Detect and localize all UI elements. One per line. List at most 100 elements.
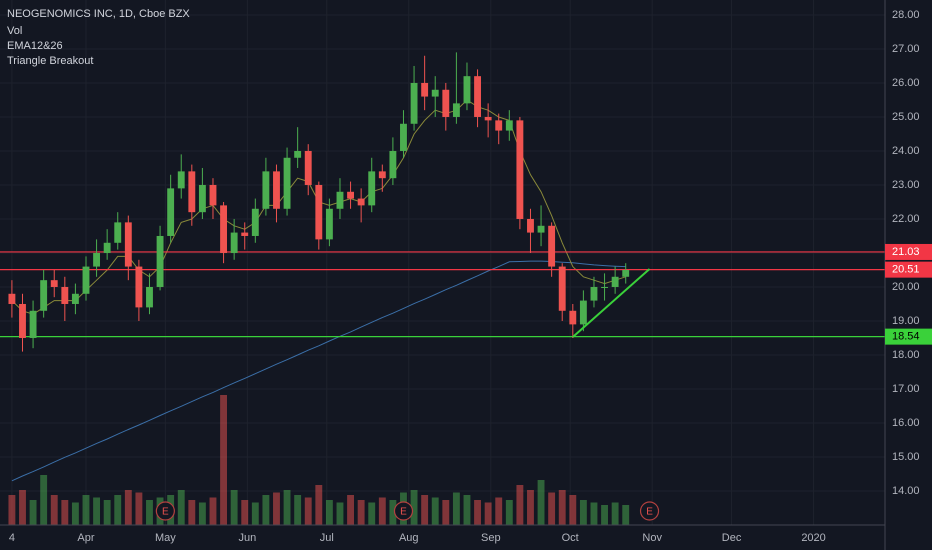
y-tick-label: 22.00 <box>892 213 920 225</box>
volume-bar <box>495 497 503 525</box>
candle-body <box>273 171 280 209</box>
volume-bar <box>71 502 79 525</box>
candle-body <box>474 76 481 117</box>
candle-body <box>19 303 26 338</box>
candle-body <box>103 242 111 253</box>
axes: 14.0015.0016.0017.0018.0019.0020.0021.00… <box>9 9 932 544</box>
candle-body <box>347 191 354 199</box>
volume-bar <box>579 500 587 525</box>
candle-body <box>209 184 217 206</box>
volume-bar <box>220 395 228 525</box>
volume-bar <box>230 490 238 525</box>
candle-body <box>93 252 101 267</box>
x-tick-label: May <box>155 532 176 544</box>
volume-bar <box>294 495 302 525</box>
earnings-label: E <box>646 507 653 518</box>
volume-bar <box>103 500 111 525</box>
volume-bar <box>537 480 545 525</box>
volume-bar <box>8 495 16 525</box>
y-tick-label: 17.00 <box>892 383 920 395</box>
y-tick-label: 19.00 <box>892 315 920 327</box>
volume-bar <box>590 502 598 525</box>
volume-bar <box>114 495 122 525</box>
candle-body <box>8 293 16 304</box>
y-tick-label: 26.00 <box>892 77 920 89</box>
candle-body <box>283 157 291 209</box>
candle-body <box>410 82 418 124</box>
candle-body <box>198 184 206 213</box>
candle-body <box>400 123 407 151</box>
level-badge <box>885 243 932 260</box>
y-tick-label: 16.00 <box>892 417 920 429</box>
candle-body <box>251 208 259 236</box>
level-badge <box>885 261 932 278</box>
candle-body <box>569 310 577 325</box>
candle-body <box>241 232 249 236</box>
y-tick-label: 24.00 <box>892 145 920 157</box>
chart-title: NEOGENOMICS INC, 1D, Cboe BZX <box>7 8 190 20</box>
candle-body <box>527 218 534 233</box>
x-tick-label: Sep <box>481 532 501 544</box>
volume-bar <box>548 492 556 525</box>
volume-bar <box>135 492 143 525</box>
candle-body <box>188 171 196 213</box>
volume-bar <box>93 497 101 525</box>
candle-body <box>516 120 524 219</box>
y-tick-label: 20.00 <box>892 281 920 293</box>
volume-bar <box>368 502 376 525</box>
volume-bar <box>474 500 481 525</box>
candle-body <box>601 286 608 288</box>
volume-bar <box>389 500 397 525</box>
y-tick-label: 23.00 <box>892 179 920 191</box>
volume-bar <box>315 485 323 525</box>
volume-bar <box>241 500 249 525</box>
volume-bar <box>177 490 185 525</box>
earnings-marker <box>155 501 175 521</box>
volume-bar <box>357 500 365 525</box>
candle-body <box>378 171 386 179</box>
x-tick-label: Oct <box>562 532 579 544</box>
volume-bar <box>421 495 429 525</box>
volume-bar <box>50 495 58 525</box>
candle-body <box>167 188 175 236</box>
volume-bar <box>61 500 69 525</box>
candle-body <box>82 266 90 294</box>
x-tick-label: Apr <box>77 532 94 544</box>
x-tick-label: 4 <box>9 532 15 544</box>
y-tick-label: 18.00 <box>892 349 920 361</box>
earnings-label: E <box>400 507 407 518</box>
volume-bar <box>410 490 418 525</box>
indicator-label: EMA12&26 <box>7 40 63 52</box>
volume-bar <box>601 505 608 525</box>
x-tick-label: 2020 <box>801 532 825 544</box>
candle-body <box>590 286 598 301</box>
candle-body <box>484 116 492 121</box>
volume-bar <box>463 495 471 525</box>
volume-bar <box>251 502 259 525</box>
volume-bar <box>452 492 460 525</box>
volume-bar <box>198 502 206 525</box>
volume-bar <box>40 475 48 525</box>
y-tick-label: 15.00 <box>892 451 920 463</box>
earnings-marker <box>639 501 660 521</box>
level-label: 18.54 <box>892 331 920 343</box>
candle-body <box>29 310 37 338</box>
volume-bar <box>29 500 37 525</box>
ema-long-line <box>11 260 626 482</box>
y-tick-label: 28.00 <box>892 9 920 21</box>
candle-body <box>230 232 238 253</box>
level-badge <box>885 328 932 345</box>
indicator-label: Vol <box>7 25 22 37</box>
candle-body <box>611 276 619 287</box>
volume-bar <box>516 485 524 525</box>
volume-bar <box>505 500 513 525</box>
volume-bar <box>442 500 450 525</box>
trendline <box>572 268 651 338</box>
candle-body <box>452 103 460 117</box>
volume-bar <box>569 495 577 525</box>
volume-bar <box>431 497 439 525</box>
x-tick-label: Jun <box>239 532 257 544</box>
x-tick-label: Dec <box>722 532 742 544</box>
